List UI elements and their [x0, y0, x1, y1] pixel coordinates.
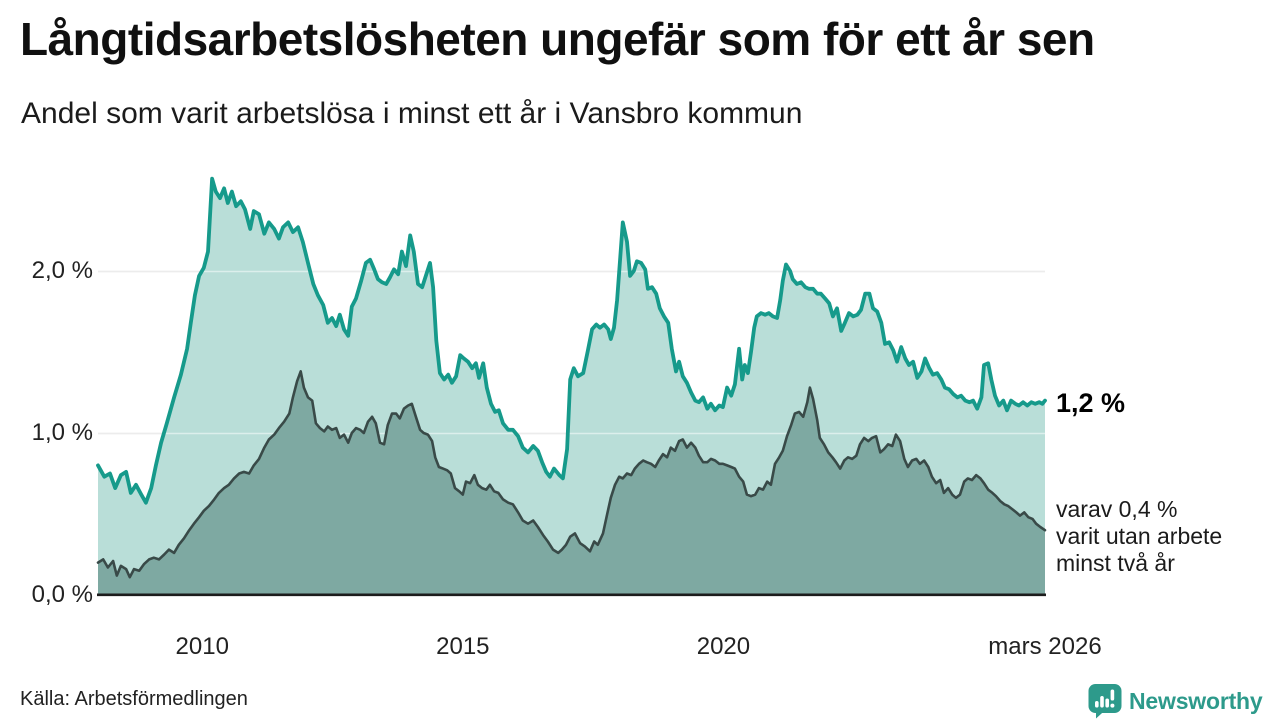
x-axis-label: 2020	[696, 633, 751, 660]
newsworthy-wordmark: Newsworthy	[1129, 688, 1263, 714]
chart-title: Långtidsarbetslösheten ungefär som för e…	[20, 13, 1095, 65]
two-year-annotation-line: varav 0,4 %	[1056, 496, 1178, 522]
newsworthy-icon	[1088, 684, 1122, 719]
y-axis-label: 1,0 %	[31, 419, 93, 446]
two-year-annotation-line: varit utan arbete	[1056, 523, 1223, 549]
latest-value-annotation: 1,2 %	[1056, 388, 1126, 418]
newsworthy-logo: Newsworthy	[1087, 683, 1277, 720]
two-year-annotation: varav 0,4 % varit utan arbete minst två …	[1056, 496, 1222, 577]
x-axis-label: 2010	[175, 633, 229, 660]
x-axis-label: mars 2026	[988, 633, 1102, 660]
two-year-annotation-line: minst två år	[1056, 550, 1175, 576]
source-note: Källa: Arbetsförmedlingen	[20, 688, 248, 710]
y-axis-label: 2,0 %	[31, 257, 93, 284]
chart-subtitle: Andel som varit arbetslösa i minst ett å…	[21, 97, 803, 130]
y-axis-label: 0,0 %	[31, 581, 93, 608]
x-axis-label: 2015	[436, 633, 490, 660]
